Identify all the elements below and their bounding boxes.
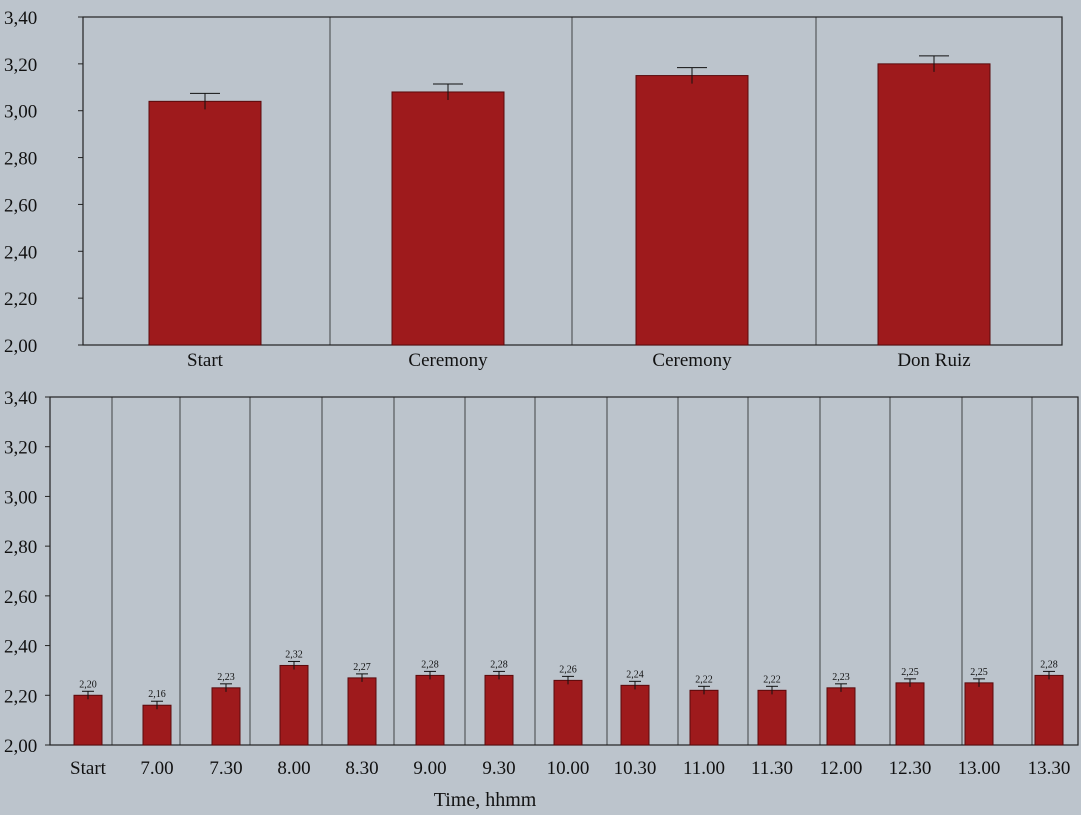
data-label: 2,22 [695,674,713,685]
bar [1034,674,1064,746]
bar [211,687,241,746]
bar [553,679,583,746]
category-label: 9.00 [413,758,446,779]
category-label: 10.00 [547,758,590,779]
bar [142,704,172,746]
y-tick-label: 3,20 [4,438,37,459]
chart-panel-1: 2,00 2,20 2,40 2,60 2,80 3,00 3,20 3,40 Start Cer… [4,8,1063,371]
bar [279,664,309,746]
category-label: 11.00 [683,758,725,779]
bar [635,75,749,346]
y-tick-label: 2,20 [4,289,37,310]
category-label: 7.30 [209,758,242,779]
category-label: 12.30 [889,758,932,779]
category-label: 9.30 [482,758,515,779]
category-label: Ceremony [652,350,732,371]
data-label: 2,16 [148,689,166,700]
y-tick-label: 2,40 [4,637,37,658]
category-label: Don Ruiz [897,350,970,371]
data-label: 2,22 [763,674,781,685]
data-label: 2,28 [490,659,508,670]
y-tick-label: 3,40 [4,388,37,409]
y-tick-label: 2,00 [4,336,37,357]
category-label: 10.30 [614,758,657,779]
data-label: 2,28 [421,659,439,670]
data-label: 2,23 [832,672,850,683]
bar [826,687,856,746]
data-label: 2,28 [1040,659,1058,670]
bar [484,674,514,746]
data-label: 2,25 [901,667,919,678]
y-tick-label: 2,40 [4,242,37,263]
data-label: 2,27 [353,662,371,673]
bar [148,100,262,346]
data-label: 2,20 [79,679,97,690]
y-tick-label: 3,00 [4,102,37,123]
category-label: 7.00 [140,758,173,779]
bar [877,63,991,346]
chart-panel-2: 2,00 2,20 2,40 2,60 2,80 3,00 3,20 3,40 2,20 Star… [4,388,1079,811]
y-tick-label: 3,00 [4,487,37,508]
category-label: 11.30 [751,758,793,779]
plot-frame [82,16,1063,346]
y-tick-label: 3,20 [4,55,37,76]
y-tick-label: 2,60 [4,587,37,608]
y-tick-label: 2,60 [4,195,37,216]
category-label: 13.30 [1028,758,1071,779]
bar [895,682,925,746]
bar [347,677,377,746]
bar [415,674,445,746]
x-axis-title: Time, hhmm [434,789,537,811]
category-label: 8.30 [345,758,378,779]
category-label: 12.00 [820,758,863,779]
bar [391,91,505,346]
data-label: 2,23 [217,672,235,683]
bar [964,682,994,746]
data-label: 2,24 [626,669,644,680]
bar [757,689,787,746]
y-tick-label: 2,00 [4,736,37,757]
y-tick-label: 2,80 [4,537,37,558]
bar [73,694,103,746]
bar [620,684,650,746]
y-tick-label: 3,40 [4,8,37,29]
y-tick-label: 2,80 [4,149,37,170]
category-label: 8.00 [277,758,310,779]
category-label: Ceremony [408,350,488,371]
bar [689,689,719,746]
category-label: Start [187,350,224,371]
category-label: 13.00 [958,758,1001,779]
data-label: 2,25 [970,667,988,678]
y-tick-label: 2,20 [4,686,37,707]
category-label: Start [70,758,107,779]
data-label: 2,26 [559,664,577,675]
data-label: 2,32 [285,649,303,660]
